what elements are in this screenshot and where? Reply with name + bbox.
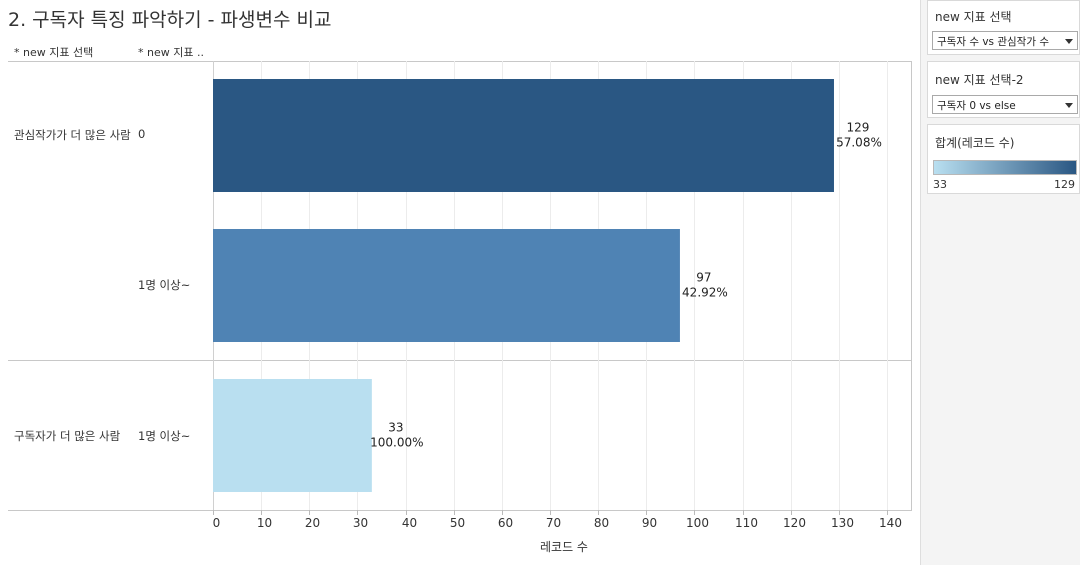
x-tick-label: 90	[642, 516, 657, 530]
metric-select-value: 구독자 수 vs 관심작가 수	[937, 36, 1049, 48]
x-tick-label: 10	[257, 516, 272, 530]
chevron-down-icon[interactable]	[1060, 96, 1077, 113]
group-label-interest-more[interactable]: 관심작가가 더 많은 사람	[14, 128, 131, 142]
metric-2-select-value: 구독자 0 vs else	[937, 100, 1016, 112]
color-legend-title: 합계(레코드 수)	[935, 136, 1015, 150]
filter-card-metric-2: new 지표 선택-2 구독자 0 vs else	[927, 61, 1080, 118]
row-label-one-plus[interactable]: 1명 이상~	[138, 278, 191, 292]
chart-right-border	[911, 61, 912, 511]
x-tick-label: 130	[831, 516, 854, 530]
bar-value-label: 33	[388, 421, 403, 435]
filter-title-metric-2: new 지표 선택-2	[935, 73, 1024, 87]
x-tick-label: 100	[686, 516, 709, 530]
bar	[213, 379, 372, 492]
legend-max-value: 129	[1054, 178, 1075, 191]
x-tick-label: 70	[546, 516, 561, 530]
x-tick-label: 20	[305, 516, 320, 530]
x-tick-label: 40	[402, 516, 417, 530]
bar-percent-label: 100.00%	[370, 436, 423, 450]
page-title: 2. 구독자 특징 파악하기 - 파생변수 비교	[8, 9, 332, 31]
legend-min-value: 33	[933, 178, 947, 191]
x-tick-label: 60	[498, 516, 513, 530]
group-divider	[8, 360, 912, 361]
bar-value-label: 97	[696, 271, 711, 285]
x-tick-label: 0	[213, 516, 221, 530]
filter-card-metric: new 지표 선택 구독자 수 vs 관심작가 수	[927, 0, 1080, 55]
bar	[213, 79, 834, 192]
row-label-zero[interactable]: 0	[138, 127, 146, 141]
metric-select[interactable]: 구독자 수 vs 관심작가 수	[932, 31, 1078, 50]
metric-2-select[interactable]: 구독자 0 vs else	[932, 95, 1078, 114]
row-header-metric-2[interactable]: * new 지표 ..	[138, 46, 204, 59]
row-header-metric[interactable]: * new 지표 선택	[14, 46, 94, 59]
bar-value-label: 129	[847, 121, 870, 135]
x-tick-label: 140	[879, 516, 902, 530]
chart-bottom-border	[8, 510, 912, 511]
x-axis-title: 레코드 수	[540, 540, 588, 554]
bar-chart: 0 10 20 30 40 50 60 70 80 90 100 110 120 130 140 12957.…	[213, 61, 902, 530]
x-tick-label: 110	[735, 516, 758, 530]
x-tick-label: 30	[353, 516, 368, 530]
filter-title-metric: new 지표 선택	[935, 10, 1012, 24]
color-gradient-bar	[933, 160, 1077, 175]
bar-percent-label: 42.92%	[682, 286, 728, 300]
x-tick-label: 120	[783, 516, 806, 530]
chevron-down-icon[interactable]	[1060, 32, 1077, 49]
bar	[213, 229, 680, 342]
bar-percent-label: 57.08%	[836, 136, 882, 150]
x-tick-label: 80	[594, 516, 609, 530]
row-label-one-plus-2[interactable]: 1명 이상~	[138, 429, 191, 443]
x-tick-label: 50	[450, 516, 465, 530]
group-label-subscriber-more[interactable]: 구독자가 더 많은 사람	[14, 429, 121, 443]
color-legend-card: 합계(레코드 수) 33 129	[927, 124, 1080, 194]
header-divider	[8, 61, 912, 62]
